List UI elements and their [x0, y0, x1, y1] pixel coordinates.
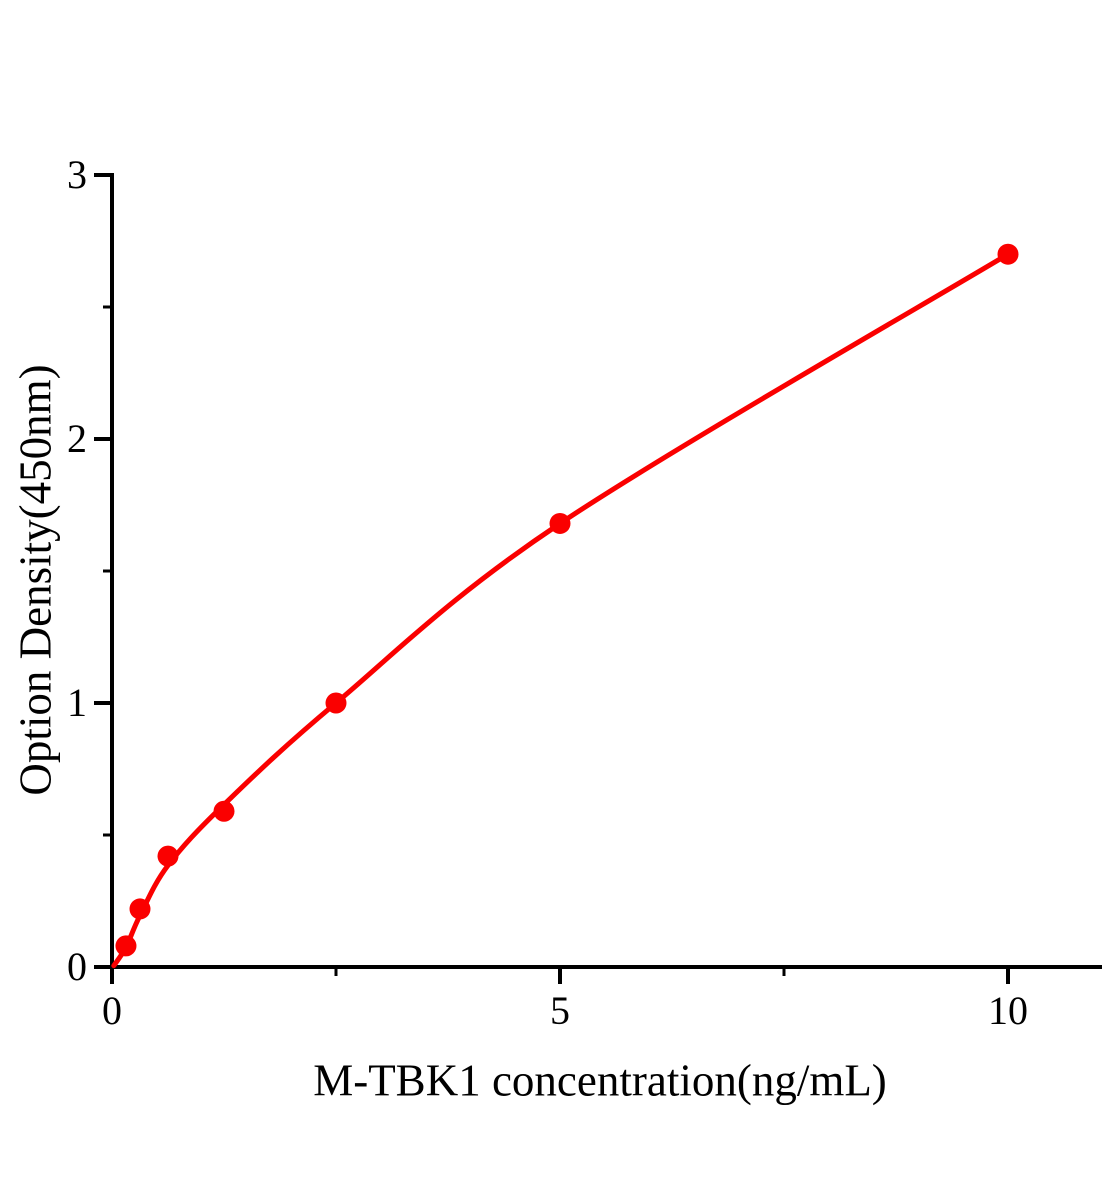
- data-point: [213, 800, 235, 822]
- y-axis-title: Option Density(450nm): [10, 364, 61, 796]
- data-point: [325, 692, 347, 714]
- x-axis-title: M-TBK1 concentration(ng/mL): [313, 1055, 887, 1106]
- y-tick-label: 3: [67, 152, 87, 197]
- x-tick-label: 5: [550, 988, 570, 1033]
- data-point: [129, 898, 151, 920]
- y-tick-label: 2: [67, 416, 87, 461]
- x-tick-label: 10: [988, 988, 1028, 1033]
- y-tick-label: 0: [67, 944, 87, 989]
- data-point: [549, 512, 571, 534]
- data-point: [115, 935, 137, 957]
- x-tick-label: 0: [102, 988, 122, 1033]
- data-point: [997, 243, 1019, 265]
- y-tick-label: 1: [67, 680, 87, 725]
- fitted-curve: [111, 251, 1011, 969]
- data-point: [157, 845, 179, 867]
